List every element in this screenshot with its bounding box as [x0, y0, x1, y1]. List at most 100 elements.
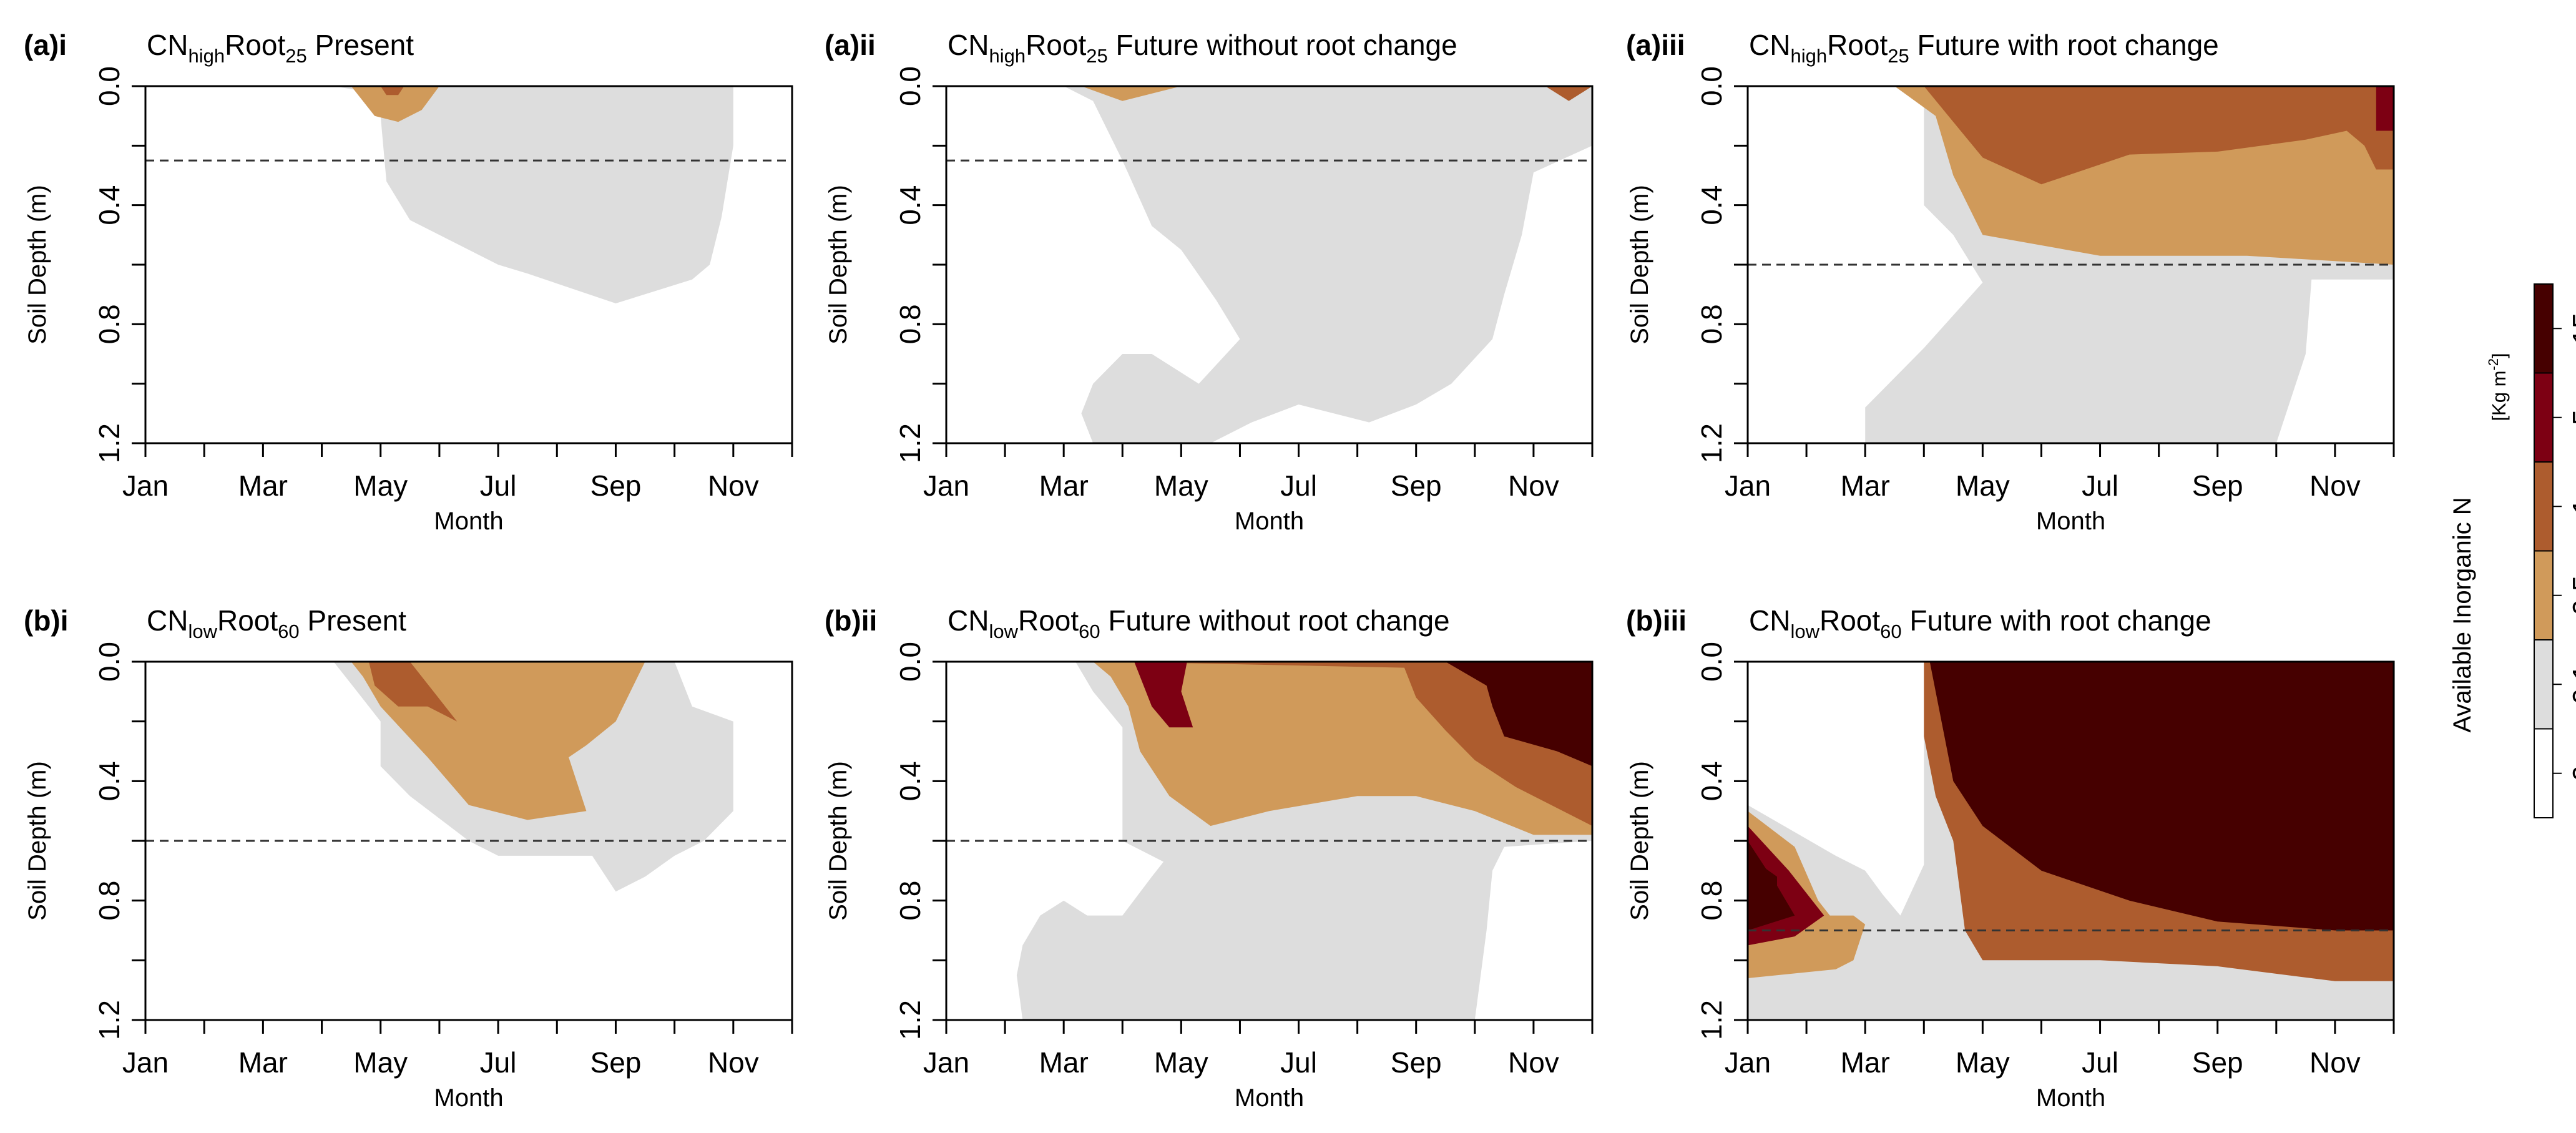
colorbar-swatch — [2534, 550, 2554, 640]
colorbar-unit-close: ] — [2488, 353, 2510, 358]
panel-label: (a)i — [24, 29, 67, 61]
x-tick-label: Jan — [923, 1046, 969, 1079]
title-subscript: 60 — [1079, 620, 1100, 642]
colorbar-title: Available Inorganic N — [2449, 497, 2476, 732]
colorbar-unit: [Kg m-2] — [2485, 353, 2510, 421]
x-tick-label: May — [1154, 1046, 1208, 1079]
x-tick-label: Jul — [2082, 469, 2118, 502]
contour-fills — [333, 86, 733, 303]
y-tick-label: 0.4 — [894, 185, 926, 225]
x-tick-label: Jan — [1725, 1046, 1771, 1079]
title-subscript: 25 — [1888, 45, 1909, 67]
title-part: Root — [1026, 29, 1086, 61]
x-tick-label: Sep — [1391, 1046, 1442, 1079]
title-part: Future with root change — [1902, 604, 2211, 637]
contour-region — [1064, 86, 1592, 443]
title-part: CN — [948, 29, 989, 61]
contour-region — [1574, 662, 1592, 722]
panel-biii: Jan Mar May Jul Sep Nov Month 0.0 0.4 0.8 1.2 Soil … — [1626, 604, 2395, 1112]
colorbar: 00.10.51515 Available Inorganic N [Kg m-… — [2449, 283, 2576, 818]
x-tick-label: Jul — [1280, 1046, 1317, 1079]
x-axis-label: Month — [1235, 508, 1304, 535]
panel-label: (b)i — [24, 604, 69, 637]
y-tick-label: 0.4 — [93, 185, 125, 225]
x-axis-label: Month — [1235, 1084, 1304, 1112]
x-tick-label: Nov — [1508, 1046, 1559, 1079]
title-part: CN — [147, 29, 188, 61]
contour-region — [380, 86, 404, 96]
panel-title: CNlowRoot60 Future with root change — [1749, 604, 2211, 642]
y-axis-label: Soil Depth (m) — [1626, 185, 1653, 345]
title-part: CN — [1749, 604, 1790, 637]
x-tick-label: Sep — [2192, 1046, 2243, 1079]
panel-title: CNlowRoot60 Future without root change — [948, 604, 1450, 642]
title-part: Future without root change — [1108, 29, 1457, 61]
x-tick-label: Jul — [480, 1046, 517, 1079]
title-subscript: 25 — [285, 45, 306, 67]
title-part: Root — [1018, 604, 1079, 637]
y-tick-label: 0.0 — [93, 642, 125, 682]
y-tick-label: 0.4 — [1695, 761, 1728, 801]
panel-title: CNhighRoot25 Present — [147, 29, 414, 67]
x-tick-label: Jan — [923, 469, 969, 502]
contour-fills — [1748, 662, 2394, 1020]
title-subscript: low — [188, 620, 217, 642]
colorbar-swatches — [2534, 283, 2554, 818]
panel-ai: Jan Mar May Jul Sep Nov Month 0.0 0.4 0.8 1.2 Soil … — [24, 29, 793, 535]
x-tick-label: Sep — [1391, 469, 1442, 502]
x-tick-label: May — [1956, 1046, 2010, 1079]
y-tick-label: 0.0 — [894, 66, 926, 106]
x-tick-label: Nov — [1508, 469, 1559, 502]
x-tick-label: Jan — [122, 469, 169, 502]
x-tick-label: Jul — [1280, 469, 1317, 502]
y-tick-label: 0.8 — [1695, 881, 1728, 921]
colorbar-tick-label: 0.1 — [2567, 664, 2576, 704]
y-axis-label: Soil Depth (m) — [24, 185, 51, 345]
title-part: CN — [1749, 29, 1790, 61]
title-part: Root — [225, 29, 285, 61]
x-tick-label: May — [353, 469, 408, 502]
x-tick-label: Mar — [1841, 1046, 1890, 1079]
x-tick-label: Nov — [2309, 469, 2361, 502]
title-part: Root — [217, 604, 278, 637]
panels: Jan Mar May Jul Sep Nov Month 0.0 0.4 0.8 1.2 Soil … — [24, 29, 2395, 1112]
x-tick-label: Nov — [708, 1046, 759, 1079]
y-tick-label: 0.4 — [894, 761, 926, 801]
title-part: Present — [300, 604, 407, 637]
y-tick-label: 0.0 — [93, 66, 125, 106]
colorbar-unit-exp: -2 — [2485, 358, 2501, 371]
panel-label: (b)ii — [825, 604, 877, 637]
y-tick-label: 0.8 — [93, 304, 125, 344]
x-tick-label: Mar — [1039, 469, 1089, 502]
y-tick-label: 0.4 — [93, 761, 125, 801]
colorbar-swatch — [2534, 639, 2554, 730]
y-tick-label: 0.8 — [894, 881, 926, 921]
colorbar-swatch — [2534, 728, 2554, 818]
colorbar-tick-label: 0.5 — [2567, 576, 2576, 616]
colorbar-tick-label: 1 — [2567, 498, 2576, 514]
panel-label: (a)iii — [1626, 29, 1685, 61]
y-tick-label: 1.2 — [894, 1000, 926, 1040]
x-axis-label: Month — [434, 508, 503, 535]
colorbar-swatch — [2534, 283, 2554, 374]
title-subscript: high — [989, 45, 1026, 67]
panel-bi: Jan Mar May Jul Sep Nov Month 0.0 0.4 0.8 1.2 Soil … — [24, 604, 793, 1112]
y-tick-label: 1.2 — [894, 423, 926, 463]
title-subscript: high — [1790, 45, 1827, 67]
contour-region — [368, 662, 458, 722]
x-axis-label: Month — [2036, 508, 2105, 535]
x-tick-label: May — [1154, 469, 1208, 502]
title-subscript: 60 — [1880, 620, 1901, 642]
x-tick-label: Nov — [2309, 1046, 2361, 1079]
x-tick-label: Mar — [1841, 469, 1890, 502]
panel-label: (a)ii — [825, 29, 876, 61]
title-subscript: 25 — [1086, 45, 1107, 67]
x-tick-label: Sep — [2192, 469, 2243, 502]
contour-region — [333, 86, 733, 303]
y-axis-label: Soil Depth (m) — [825, 185, 852, 345]
contour-region — [1545, 86, 1592, 101]
y-tick-label: 0.8 — [894, 304, 926, 344]
panel-title: CNhighRoot25 Future with root change — [1749, 29, 2219, 67]
contour-region — [1110, 662, 1592, 826]
panel-title: CNhighRoot25 Future without root change — [948, 29, 1457, 67]
